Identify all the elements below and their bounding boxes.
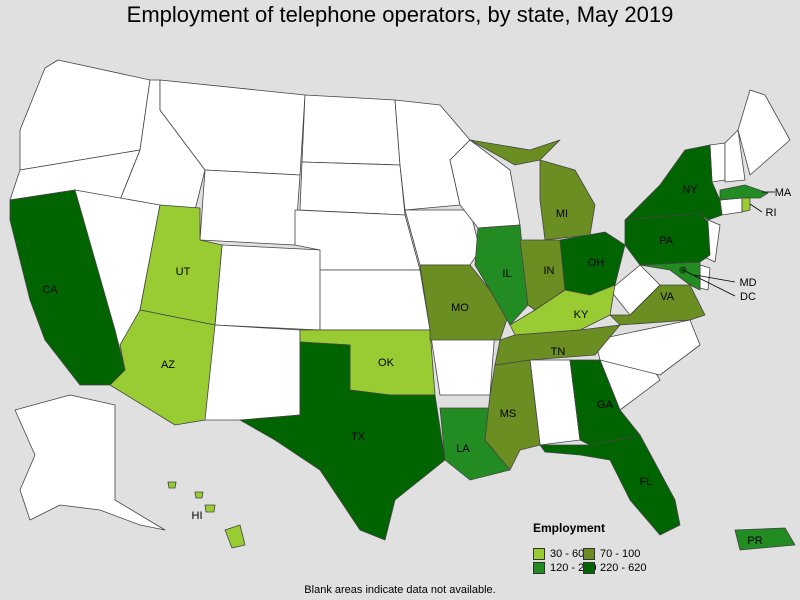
label-in: IN (544, 265, 555, 277)
state-ma (719, 184, 769, 201)
legend-swatch-2 (583, 548, 595, 560)
state-az (109, 309, 216, 426)
state-nh (724, 129, 746, 183)
state-tx (239, 341, 446, 541)
state-ks (319, 269, 431, 331)
state-tn (494, 324, 621, 366)
label-ms: MS (500, 408, 517, 420)
legend-label-2: 70 - 100 (600, 548, 641, 560)
label-ri: RI (766, 207, 777, 219)
legend-label-1: 30 - 60 (550, 548, 585, 560)
label-il: IL (502, 268, 511, 280)
label-ut: UT (176, 266, 191, 278)
state-sd (299, 161, 406, 216)
state-nd (301, 94, 401, 166)
label-pr: PR (747, 535, 762, 547)
legend-title: Employment (533, 521, 606, 535)
label-hi: HI (192, 510, 203, 522)
state-co (214, 244, 323, 331)
state-me (737, 89, 791, 176)
label-la: LA (456, 443, 470, 455)
state-nc (594, 319, 701, 376)
state-ak (14, 394, 166, 531)
label-dc: DC (740, 291, 756, 303)
callout-lines (682, 191, 775, 297)
legend-item-4: 220 - 620 (583, 562, 646, 574)
legend-item-1: 30 - 60 (533, 548, 584, 560)
callout-md-line (694, 274, 736, 283)
state-ct (719, 197, 743, 216)
state-ia (404, 209, 481, 266)
state-vt (709, 142, 726, 183)
state-pr (734, 527, 796, 551)
state-fl (539, 434, 681, 536)
label-ca: CA (42, 284, 58, 296)
label-mo: MO (451, 302, 469, 314)
callout-ri-line (749, 203, 763, 213)
callout-dc-line (682, 269, 736, 297)
legend-item-2: 70 - 100 (583, 548, 640, 560)
label-mi: MI (556, 208, 568, 220)
label-md: MD (739, 277, 756, 289)
state-ms (484, 359, 541, 471)
state-shapes (9, 59, 796, 551)
state-ny (624, 144, 723, 221)
state-wy (199, 169, 301, 246)
label-ky: KY (574, 309, 589, 321)
label-ny: NY (682, 184, 698, 196)
state-mo (419, 264, 511, 341)
label-ga: GA (597, 399, 614, 411)
map-title: Employment of telephone operators, by st… (126, 2, 674, 27)
label-ma: MA (775, 187, 792, 199)
label-oh: OH (588, 257, 605, 269)
state-va (609, 284, 706, 326)
legend-swatch-4 (583, 562, 595, 574)
state-labels: CA UT AZ OK TX MO LA MS IL IN MI OH KY T… (42, 184, 792, 547)
state-ca (9, 189, 126, 386)
label-fl: FL (640, 476, 653, 488)
state-ri (741, 197, 751, 213)
label-ok: OK (378, 357, 395, 369)
footnote: Blank areas indicate data not available. (304, 584, 496, 596)
label-va: VA (660, 291, 675, 303)
label-tx: TX (351, 431, 366, 443)
label-az: AZ (161, 359, 175, 371)
label-pa: PA (659, 235, 674, 247)
legend-swatch-3 (533, 562, 545, 574)
label-tn: TN (551, 346, 566, 358)
state-nm (199, 324, 301, 421)
legend-label-4: 220 - 620 (600, 562, 647, 574)
state-hi (167, 481, 246, 549)
legend-swatch-1 (533, 548, 545, 560)
